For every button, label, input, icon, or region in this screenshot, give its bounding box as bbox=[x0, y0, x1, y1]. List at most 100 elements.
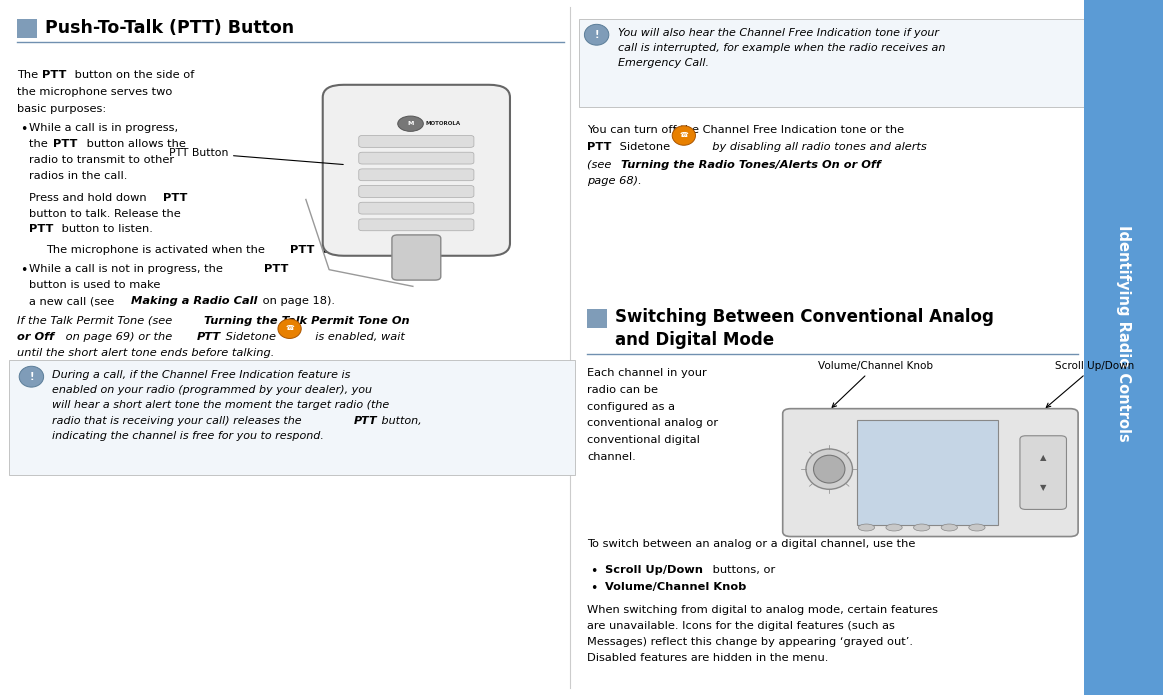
Text: PTT: PTT bbox=[53, 139, 78, 149]
Ellipse shape bbox=[672, 126, 695, 145]
Text: MOTOROLA: MOTOROLA bbox=[426, 120, 461, 126]
Text: Emergency Call.: Emergency Call. bbox=[618, 58, 708, 68]
FancyBboxPatch shape bbox=[392, 235, 441, 280]
Text: PTT: PTT bbox=[354, 416, 377, 425]
Text: enabled on your radio (programmed by your dealer), you: enabled on your radio (programmed by you… bbox=[52, 385, 372, 395]
Text: channel.: channel. bbox=[587, 452, 636, 461]
Text: Volume/Channel Knob: Volume/Channel Knob bbox=[818, 361, 933, 407]
Text: radio can be: radio can be bbox=[587, 385, 658, 395]
Text: While a call is not in progress, the: While a call is not in progress, the bbox=[29, 264, 227, 274]
Text: page 68).: page 68). bbox=[587, 176, 642, 186]
Text: button on the side of: button on the side of bbox=[71, 70, 194, 79]
Text: Sidetone: Sidetone bbox=[616, 142, 671, 152]
Text: •: • bbox=[590, 565, 597, 578]
Ellipse shape bbox=[585, 24, 609, 45]
Text: M: M bbox=[407, 121, 414, 126]
Ellipse shape bbox=[806, 449, 852, 489]
Text: !: ! bbox=[594, 30, 599, 40]
Text: conventional analog or: conventional analog or bbox=[587, 418, 719, 428]
Text: Press and hold down: Press and hold down bbox=[29, 193, 150, 202]
Text: While a call is in progress,: While a call is in progress, bbox=[29, 123, 178, 133]
Text: ☎: ☎ bbox=[679, 132, 688, 138]
Text: PTT: PTT bbox=[587, 142, 612, 152]
Text: on page 18).: on page 18). bbox=[259, 296, 335, 306]
Text: the microphone serves two: the microphone serves two bbox=[17, 87, 173, 97]
Text: Turning the Talk Permit Tone On: Turning the Talk Permit Tone On bbox=[204, 316, 409, 325]
Text: buttons, or: buttons, or bbox=[709, 565, 776, 575]
Text: radio to transmit to other: radio to transmit to other bbox=[29, 155, 174, 165]
Bar bbox=[587, 309, 607, 328]
Text: button,: button, bbox=[378, 416, 422, 425]
Text: Identifying Radio Controls: Identifying Radio Controls bbox=[1116, 225, 1130, 442]
Text: •: • bbox=[20, 123, 27, 136]
Text: PTT: PTT bbox=[197, 332, 221, 341]
Text: You can turn off the Channel Free Indication tone or the: You can turn off the Channel Free Indica… bbox=[587, 125, 905, 135]
FancyBboxPatch shape bbox=[358, 136, 475, 147]
FancyBboxPatch shape bbox=[358, 152, 475, 164]
Text: •: • bbox=[20, 264, 27, 277]
Text: PTT: PTT bbox=[42, 70, 66, 79]
FancyBboxPatch shape bbox=[1020, 436, 1066, 509]
Text: PTT: PTT bbox=[163, 193, 187, 202]
Text: ▲: ▲ bbox=[1040, 453, 1047, 461]
Ellipse shape bbox=[814, 455, 844, 483]
Text: Disabled features are hidden in the menu.: Disabled features are hidden in the menu… bbox=[587, 653, 829, 662]
Text: conventional digital: conventional digital bbox=[587, 435, 700, 445]
Ellipse shape bbox=[914, 524, 930, 531]
Text: call is interrupted, for example when the radio receives an: call is interrupted, for example when th… bbox=[618, 43, 944, 53]
Text: The microphone is activated when the: The microphone is activated when the bbox=[47, 245, 269, 254]
Text: If the Talk Permit Tone (see: If the Talk Permit Tone (see bbox=[17, 316, 177, 325]
Text: ☎: ☎ bbox=[285, 325, 294, 331]
Text: Push-To-Talk (PTT) Button: Push-To-Talk (PTT) Button bbox=[45, 19, 294, 38]
FancyBboxPatch shape bbox=[358, 169, 475, 181]
Text: You will also hear the Channel Free Indication tone if your: You will also hear the Channel Free Indi… bbox=[618, 28, 939, 38]
Text: Sidetone: Sidetone bbox=[222, 332, 276, 341]
Text: basic purposes:: basic purposes: bbox=[17, 104, 107, 113]
Text: Scroll Up/Down: Scroll Up/Down bbox=[605, 565, 702, 575]
Text: are unavailable. Icons for the digital features (such as: are unavailable. Icons for the digital f… bbox=[587, 621, 896, 630]
Text: PTT: PTT bbox=[290, 245, 314, 254]
Text: Switching Between Conventional Analog: Switching Between Conventional Analog bbox=[615, 308, 994, 326]
Text: or Off: or Off bbox=[17, 332, 55, 341]
Ellipse shape bbox=[941, 524, 957, 531]
Text: •: • bbox=[590, 582, 597, 596]
Text: PTT: PTT bbox=[264, 264, 288, 274]
Ellipse shape bbox=[969, 524, 985, 531]
Text: The: The bbox=[17, 70, 42, 79]
Text: Volume/Channel Knob: Volume/Channel Knob bbox=[605, 582, 747, 592]
Bar bbox=[17, 19, 37, 38]
Text: Messages) reflect this change by appearing ‘grayed out’.: Messages) reflect this change by appeari… bbox=[587, 637, 913, 646]
FancyBboxPatch shape bbox=[358, 186, 475, 197]
Ellipse shape bbox=[278, 319, 301, 338]
Text: (see: (see bbox=[587, 160, 615, 170]
Text: Scroll Up/Down: Scroll Up/Down bbox=[1047, 361, 1134, 407]
Text: button to talk. Release the: button to talk. Release the bbox=[29, 208, 180, 218]
Text: button is pressed.: button is pressed. bbox=[319, 245, 424, 254]
Text: a new call (see: a new call (see bbox=[29, 296, 117, 306]
FancyBboxPatch shape bbox=[358, 202, 475, 214]
FancyBboxPatch shape bbox=[9, 360, 575, 475]
Text: During a call, if the Channel Free Indication feature is: During a call, if the Channel Free Indic… bbox=[52, 370, 351, 379]
Text: Turning the Radio Tones/Alerts On or Off: Turning the Radio Tones/Alerts On or Off bbox=[621, 160, 880, 170]
Text: radios in the call.: radios in the call. bbox=[29, 171, 128, 181]
Text: To switch between an analog or a digital channel, use the: To switch between an analog or a digital… bbox=[587, 539, 915, 548]
Text: button allows the: button allows the bbox=[83, 139, 185, 149]
FancyBboxPatch shape bbox=[579, 19, 1147, 107]
Text: PTT: PTT bbox=[29, 224, 53, 234]
Ellipse shape bbox=[19, 366, 44, 387]
Text: radio that is receiving your call) releases the: radio that is receiving your call) relea… bbox=[52, 416, 306, 425]
Text: Making a Radio Call: Making a Radio Call bbox=[131, 296, 258, 306]
Text: until the short alert tone ends before talking.: until the short alert tone ends before t… bbox=[17, 348, 274, 357]
Text: Each channel in your: Each channel in your bbox=[587, 368, 707, 378]
Text: on page 69) or the: on page 69) or the bbox=[62, 332, 176, 341]
FancyBboxPatch shape bbox=[358, 219, 475, 231]
Ellipse shape bbox=[858, 524, 875, 531]
FancyBboxPatch shape bbox=[783, 409, 1078, 537]
Text: by disabling all radio tones and alerts: by disabling all radio tones and alerts bbox=[705, 142, 927, 152]
Text: will hear a short alert tone the moment the target radio (the: will hear a short alert tone the moment … bbox=[52, 400, 390, 410]
Text: When switching from digital to analog mode, certain features: When switching from digital to analog mo… bbox=[587, 605, 939, 614]
Text: and Digital Mode: and Digital Mode bbox=[615, 331, 775, 349]
FancyBboxPatch shape bbox=[322, 85, 509, 256]
Text: !: ! bbox=[29, 372, 34, 382]
Text: button to listen.: button to listen. bbox=[58, 224, 154, 234]
